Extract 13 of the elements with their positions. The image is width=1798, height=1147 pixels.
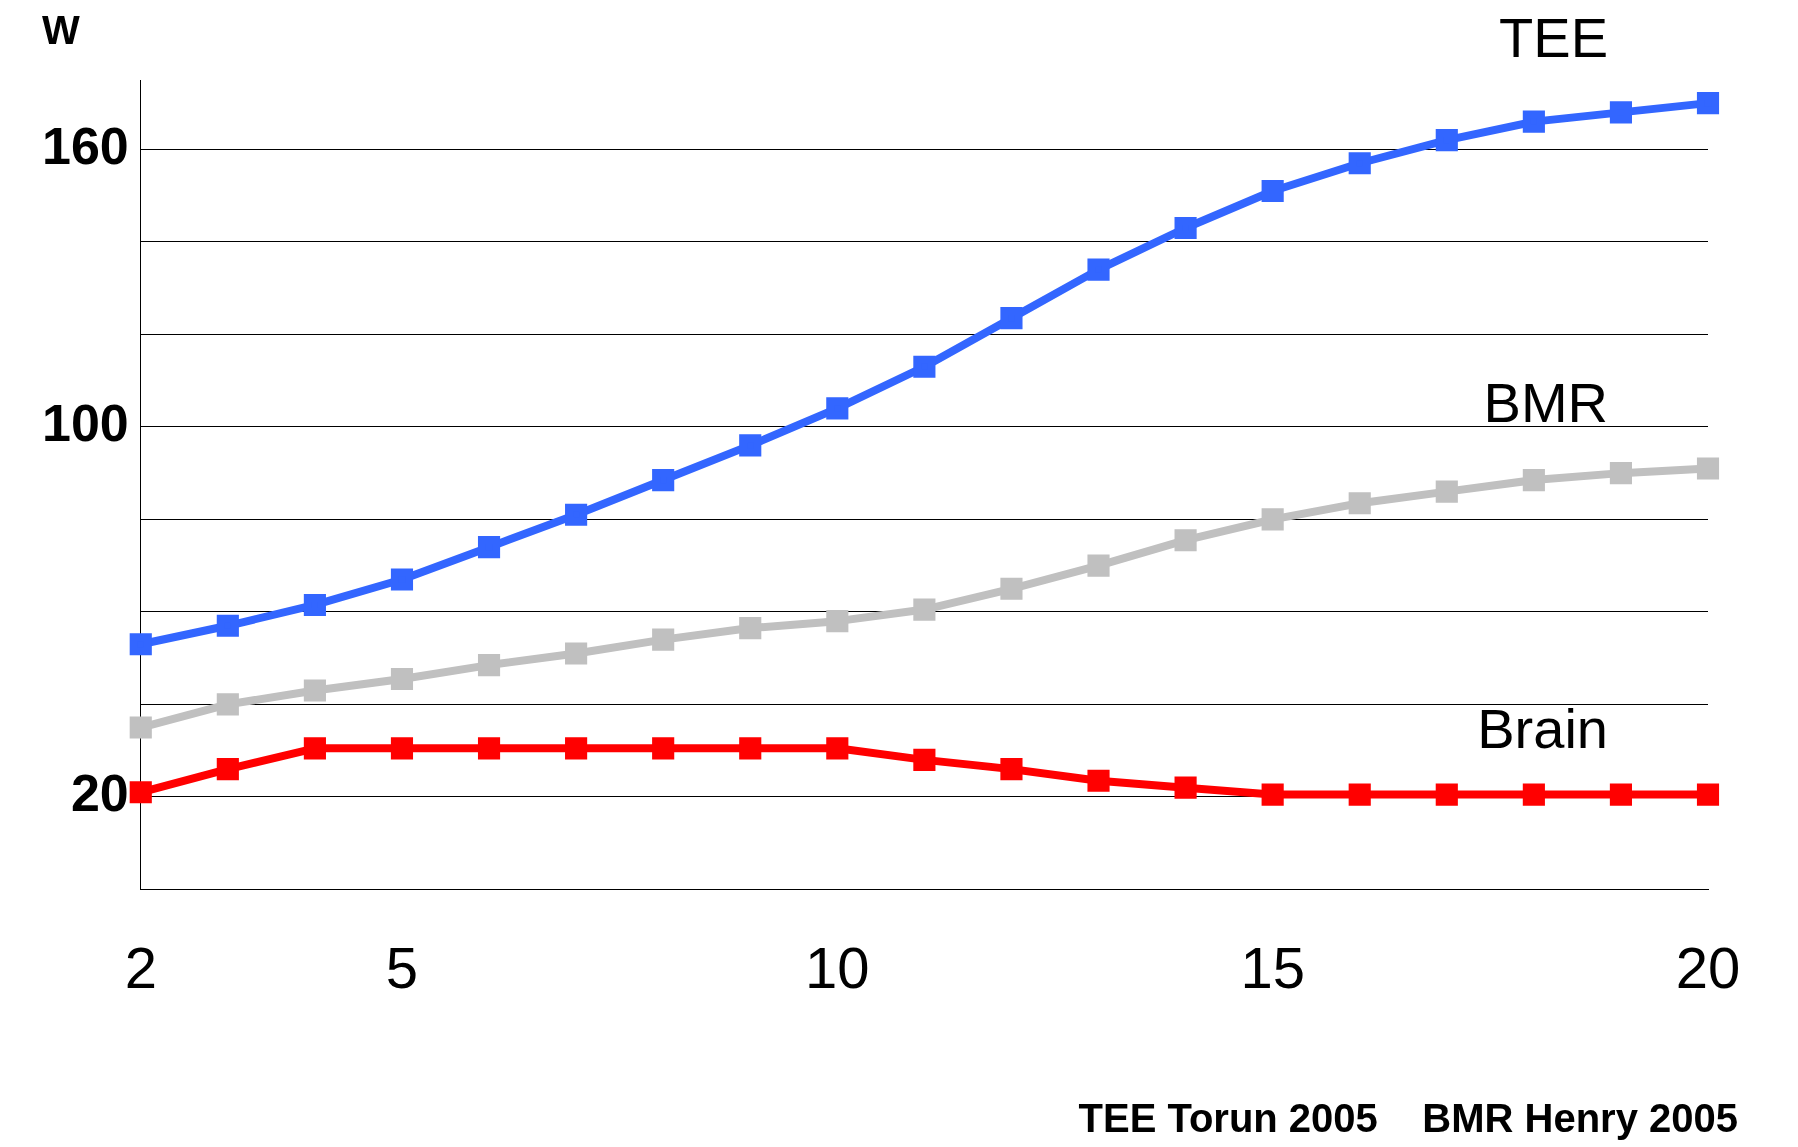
y-tick-label: 20 xyxy=(70,764,129,823)
y-tick-label: 100 xyxy=(41,394,129,453)
x-tick-label: 10 xyxy=(805,935,870,1001)
x-tick-label: 2 xyxy=(124,935,157,1001)
x-tick-label: 15 xyxy=(1240,935,1305,1001)
series-label: TEE xyxy=(1499,5,1608,69)
y-tick-label: 160 xyxy=(41,116,129,175)
series-label: BMR xyxy=(1483,370,1608,434)
series-label: Brain xyxy=(1477,697,1608,761)
text: TEE Torun 2005 BMR Henry 2005 xyxy=(1078,1096,1738,1141)
x-tick-label: 5 xyxy=(385,935,419,1001)
y-axis-title: W xyxy=(42,8,80,53)
x-tick-label: 20 xyxy=(1675,935,1741,1001)
